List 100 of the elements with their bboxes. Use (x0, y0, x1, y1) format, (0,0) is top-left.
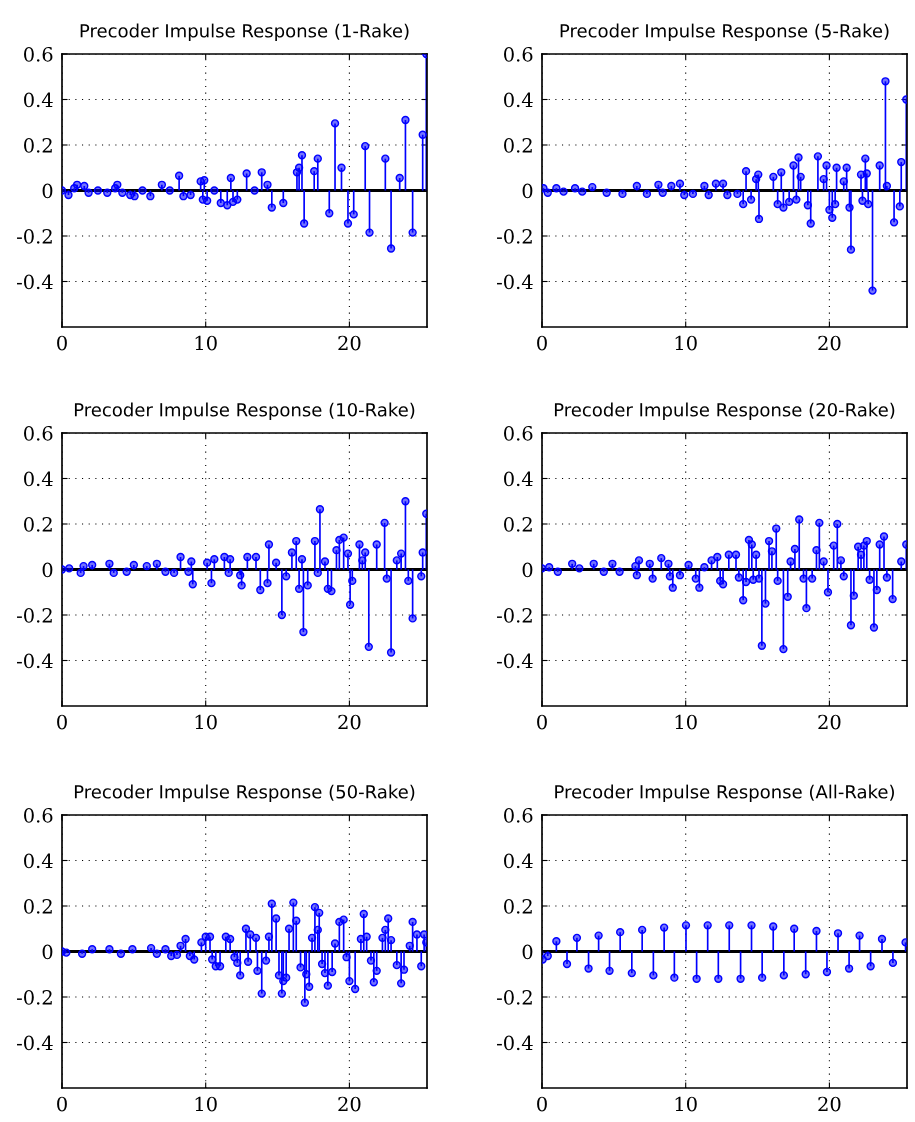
point (361, 141, 370, 151)
point (637, 925, 647, 935)
point (649, 971, 658, 980)
x-tick-label: 10 (675, 1096, 697, 1112)
point (801, 970, 810, 979)
y-tick-label: 0.2 (504, 516, 532, 532)
point (616, 927, 625, 937)
y-tick-label: -0.4 (497, 1035, 533, 1051)
chart-title: Precoder Impulse Response (50-Rake) (74, 784, 415, 803)
point (659, 923, 669, 932)
point (297, 151, 307, 160)
y-tick-label: -0.4 (17, 274, 53, 290)
y-tick-label: 0.2 (504, 137, 532, 153)
point (670, 973, 679, 982)
point (681, 921, 691, 930)
point (233, 195, 242, 204)
point (386, 244, 396, 253)
point (408, 228, 417, 237)
y-tick-label: 0.6 (24, 425, 53, 441)
point (365, 228, 374, 237)
point (64, 190, 73, 200)
point (822, 967, 832, 977)
point (313, 154, 322, 163)
point (769, 922, 778, 931)
y-tick-label: 0.2 (24, 898, 52, 914)
point (401, 115, 410, 125)
point (349, 210, 358, 219)
point (223, 201, 232, 210)
point (337, 163, 346, 172)
x-tick-label: 0 (537, 335, 547, 351)
x-tick-label: 0 (57, 714, 67, 730)
point (310, 166, 319, 176)
point (279, 198, 288, 208)
x-tick-label: 10 (195, 1096, 217, 1112)
point (594, 931, 603, 940)
y-tick-label: 0.4 (24, 92, 53, 108)
point (703, 921, 712, 930)
y-tick-label: -0.2 (497, 228, 532, 244)
y-tick-label: 0.6 (24, 807, 53, 823)
point (343, 219, 353, 228)
y-tick-label: 0.4 (504, 471, 533, 487)
point (833, 929, 843, 938)
point (844, 964, 854, 973)
y-tick-label: -0.4 (497, 653, 533, 669)
point (627, 968, 636, 978)
point (299, 219, 309, 228)
y-tick-label: 0 (522, 944, 533, 960)
point (552, 937, 561, 946)
point (572, 933, 582, 943)
point (72, 180, 82, 189)
point (714, 974, 723, 983)
y-tick-label: 0.4 (504, 92, 533, 108)
point (877, 934, 887, 944)
y-tick-label: 0 (42, 183, 53, 199)
point (93, 186, 103, 195)
x-tick-label: 10 (675, 714, 697, 730)
x-tick-label: 20 (338, 335, 361, 351)
x-tick-label: 10 (195, 335, 217, 351)
chart-title: Precoder Impulse Response (20-Rake) (554, 402, 895, 421)
point (747, 921, 756, 930)
chart-title: Precoder Impulse Response (5-Rake) (560, 23, 889, 42)
y-tick-label: 0.6 (504, 425, 533, 441)
x-tick-label: 20 (818, 1096, 841, 1112)
y-tick-label: 0.2 (24, 516, 52, 532)
point (725, 921, 734, 930)
y-tick-label: 0.2 (24, 137, 52, 153)
x-tick-label: 10 (675, 335, 697, 351)
point (562, 959, 572, 969)
point (294, 163, 304, 172)
point (157, 180, 167, 189)
y-tick-label: 0 (42, 944, 53, 960)
y-tick-label: 0.6 (24, 46, 53, 62)
x-tick-label: 0 (57, 1096, 67, 1112)
point (186, 190, 195, 200)
y-tick-label: 0.4 (504, 853, 533, 869)
x-tick-label: 0 (537, 1096, 547, 1112)
y-tick-label: 0.6 (504, 46, 533, 62)
point (257, 168, 266, 177)
point (812, 926, 821, 936)
y-tick-label: 0.6 (504, 807, 533, 823)
point (325, 209, 334, 218)
y-tick-label: -0.2 (17, 607, 52, 623)
point (888, 958, 898, 968)
y-tick-label: 0.2 (504, 898, 532, 914)
point (202, 196, 212, 205)
y-tick-label: -0.2 (17, 228, 52, 244)
y-tick-label: 0 (42, 562, 53, 578)
point (692, 974, 701, 983)
point (80, 181, 89, 191)
x-tick-label: 0 (57, 335, 67, 351)
y-tick-label: -0.4 (17, 1035, 53, 1051)
point (226, 173, 236, 183)
point (381, 154, 390, 163)
x-tick-label: 20 (818, 335, 841, 351)
point (242, 169, 251, 178)
point (174, 171, 184, 180)
x-tick-label: 20 (818, 714, 841, 730)
point (757, 973, 767, 982)
y-tick-label: -0.4 (17, 653, 53, 669)
y-tick-label: -0.4 (497, 274, 533, 290)
